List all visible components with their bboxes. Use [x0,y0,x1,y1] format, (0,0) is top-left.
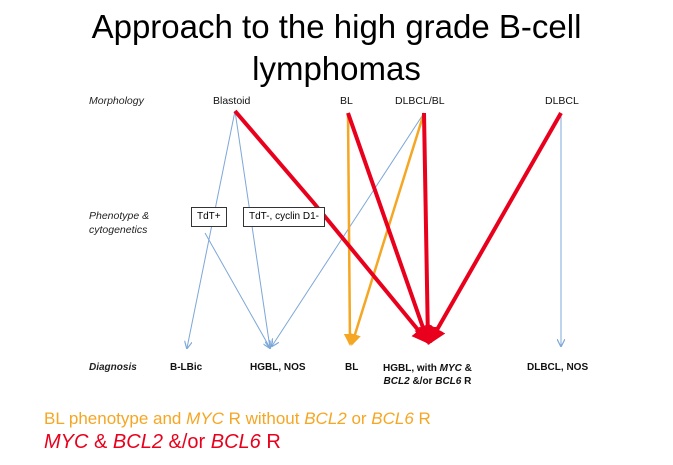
diagnosis-bl: BL [345,362,359,373]
diagnosis-hgbl-nos: HGBL, NOS [250,362,306,373]
box-tdt-negative-cyclin-d1-negative: TdT-, cyclin D1- [243,207,326,227]
node-dlbcl-bl: DLBCL/BL [395,95,445,107]
title-line-1: Approach to the high grade B-cell [91,8,582,45]
slide-title: Approach to the high grade B-cell lympho… [0,6,673,90]
box-tdt-positive: TdT+ [191,207,227,227]
legend-red-bcl6: BCL6 [210,431,261,453]
arrow-dlbcl-to-hgbl-myc [428,112,563,345]
diagnosis-bcl2-gene: BCL2 [383,376,410,387]
row-label-phenotype: Phenotype & cytogenetics [89,209,149,237]
legend-orange-text-4: R [413,409,431,428]
arrow-blastoid-to-blbic [187,110,236,348]
arrow-blastoid-to-hgbl-nos [234,110,270,348]
diagnosis-and-or: &/or [409,376,436,387]
node-bl: BL [340,95,353,107]
arrow-tdt-pos-to-hgbl-nos [204,232,270,348]
diagnosis-rearrangement: R [461,376,472,387]
arrow-blastoid-to-hgbl-myc [233,109,430,345]
legend-orange-bcl6: BCL6 [371,409,414,428]
arrow-dlbclbl-to-hgbl-myc [418,112,437,345]
legend-orange-text-1: BL phenotype and [44,409,187,428]
diagnosis-hgbl-myc-line-2: BCL2 &/or BCL6 R [383,375,472,388]
row-label-phenotype-line-2: cytogenetics [89,224,148,236]
legend-orange-bcl2: BCL2 [304,409,347,428]
legend-red-text-1: & [88,431,113,453]
diagnosis-hgbl-myc-text: HGBL, with [383,363,440,374]
legend-red-myc: MYC [44,431,89,453]
arrow-bl-to-bl [343,112,356,346]
diagnosis-ampersand: & [461,363,472,374]
diagnosis-dlbcl-nos: DLBCL, NOS [527,362,589,373]
legend-orange-text-2: R without [223,409,305,428]
legend-red: MYC & BCL2 &/or BCL6 R [44,431,281,454]
node-dlbcl: DLBCL [545,95,579,107]
title-line-2: lymphomas [252,50,421,87]
row-label-diagnosis: Diagnosis [89,362,137,373]
legend-red-text-3: R [260,431,281,453]
row-label-phenotype-line-1: Phenotype & [89,210,150,222]
legend-red-text-2: &/or [162,431,211,453]
node-blastoid: Blastoid [213,95,251,107]
legend-orange-text-3: or [346,409,372,428]
diagnosis-bcl6-gene: BCL6 [435,376,462,387]
legend-orange-myc: MYC [186,409,224,428]
legend-orange: BL phenotype and MYC R without BCL2 or B… [44,409,431,429]
diagnosis-blbic: B-LBic [170,362,203,373]
diagnosis-hgbl-myc-line-1: HGBL, with MYC & [383,362,472,375]
diagnosis-hgbl-myc: HGBL, with MYC & BCL2 &/or BCL6 R [383,362,472,388]
row-label-morphology: Morphology [89,95,144,107]
arrow-bl-to-hgbl-myc [346,112,432,345]
legend-red-bcl2: BCL2 [112,431,163,453]
diagnosis-myc-gene: MYC [439,363,462,374]
